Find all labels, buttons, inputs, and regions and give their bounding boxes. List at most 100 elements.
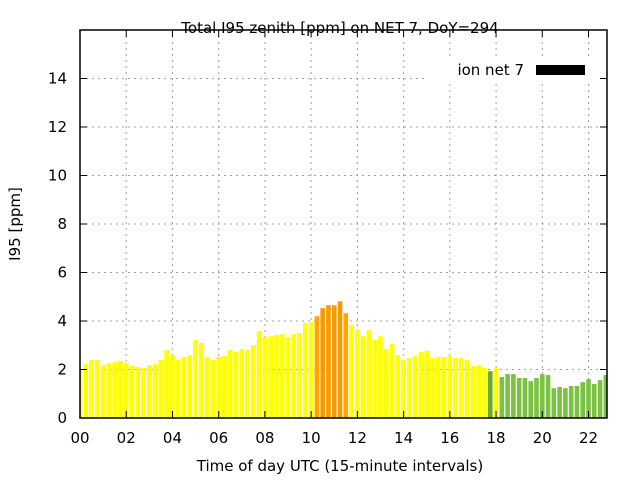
bar [464, 360, 470, 418]
bar [389, 344, 395, 418]
bar [320, 308, 326, 418]
bar [337, 301, 343, 418]
bar [522, 377, 528, 418]
bar [499, 377, 505, 418]
bar [539, 374, 545, 418]
bar [563, 388, 568, 418]
bar [141, 368, 146, 418]
bar [383, 349, 389, 418]
bar [395, 355, 401, 418]
legend-label: ion net 7 [457, 61, 524, 79]
bar [291, 334, 297, 418]
bar [297, 333, 302, 418]
bar [407, 358, 412, 418]
x-axis-label: Time of day UTC (15-minute intervals) [196, 457, 483, 475]
bar [106, 363, 112, 418]
bar [476, 365, 482, 418]
bar [233, 352, 239, 418]
y-axis-label: I95 [ppm] [6, 187, 24, 261]
x-tick-label: 20 [533, 429, 552, 447]
bar [528, 381, 534, 418]
bar [193, 340, 198, 418]
bar [95, 360, 100, 418]
bar [210, 360, 216, 418]
bar [239, 349, 245, 418]
bar [80, 369, 83, 418]
bar [268, 336, 274, 418]
bar [412, 356, 418, 418]
x-tick-label: 04 [163, 429, 182, 447]
bar [482, 368, 487, 418]
bars [80, 301, 607, 418]
bar [118, 361, 123, 418]
bar [216, 357, 221, 418]
x-tick-label: 12 [348, 429, 367, 447]
y-tick-label: 6 [57, 264, 67, 282]
bar [545, 375, 551, 418]
bar [135, 367, 141, 418]
bar [245, 350, 250, 418]
bar [343, 313, 349, 418]
bar [441, 357, 447, 418]
bar [505, 374, 510, 418]
bar [147, 365, 152, 418]
bar [586, 379, 591, 418]
bar [112, 362, 117, 418]
bar [83, 364, 89, 418]
bar [366, 330, 372, 418]
x-tick-label: 16 [440, 429, 459, 447]
bar [447, 356, 453, 418]
bar [129, 366, 135, 418]
y-tick-label: 2 [57, 361, 67, 379]
bar [100, 365, 106, 418]
bar [534, 377, 539, 418]
bar [274, 335, 279, 418]
chart-title: Total I95 zenith [ppm] on NET 7, DoY=294 [180, 19, 498, 37]
bar [459, 358, 464, 418]
y-tick-label: 4 [57, 312, 67, 330]
bar [251, 345, 256, 418]
x-tick-label: 10 [302, 429, 321, 447]
y-tick-label: 0 [57, 409, 67, 427]
bar [435, 357, 441, 418]
bar [378, 336, 383, 418]
bar [170, 356, 175, 418]
bar [314, 316, 320, 418]
bar [89, 360, 94, 418]
x-tick-label: 22 [579, 429, 598, 447]
bar [418, 352, 424, 418]
bar [256, 331, 262, 418]
bar [470, 366, 476, 418]
x-tick-label: 02 [117, 429, 136, 447]
legend: ion net 7 [428, 58, 598, 82]
bar [222, 356, 227, 418]
bar [401, 360, 406, 418]
bar [164, 350, 169, 418]
bar [430, 358, 435, 418]
y-tick-label: 10 [48, 167, 67, 185]
bar [285, 337, 291, 418]
bar [303, 323, 308, 418]
bar [326, 305, 331, 418]
bar [199, 343, 204, 418]
bar [591, 384, 597, 418]
bar [262, 337, 268, 418]
bar [187, 355, 193, 418]
x-tick-label: 18 [487, 429, 506, 447]
bar [331, 305, 337, 418]
bar [516, 377, 522, 418]
bar [372, 340, 378, 418]
y-tick-label: 8 [57, 215, 67, 233]
bar [574, 385, 580, 418]
bar [355, 329, 360, 418]
x-tick-label: 00 [70, 429, 89, 447]
bar [279, 334, 285, 418]
x-tick-label: 06 [209, 429, 228, 447]
bar [349, 325, 354, 418]
bar [152, 364, 158, 418]
bar [181, 357, 187, 418]
bar [557, 386, 562, 418]
bar [227, 350, 233, 418]
y-tick-label: 14 [48, 70, 67, 88]
